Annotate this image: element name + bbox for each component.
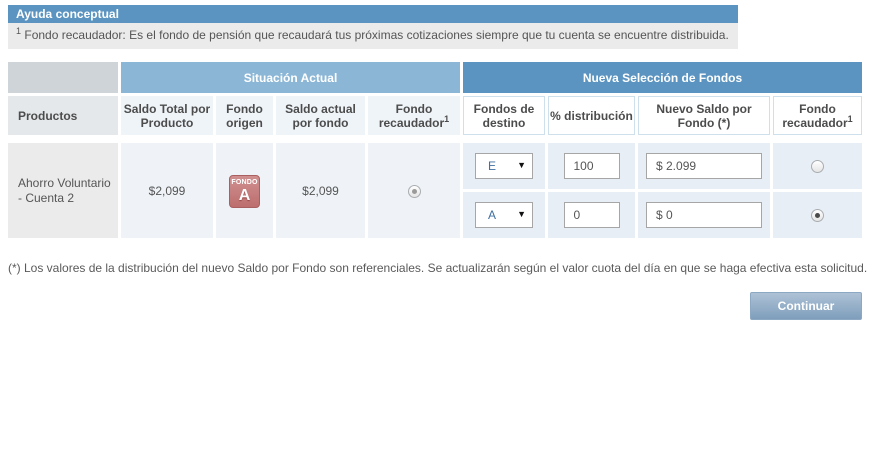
fund-selection-table: Situación Actual Nueva Selección de Fond… [5,59,865,241]
column-header-fondo-recaudador-nuevo: Fondo recaudador1 [773,96,862,135]
fund-destination-select-2[interactable]: A [475,202,533,228]
column-header-distribucion: % distribución [548,96,635,135]
table-row: A ▼ [8,192,862,238]
help-section-title-bar: Ayuda conceptual [8,5,738,23]
column-header-fondos-destino: Fondos de destino [463,96,545,135]
column-header-fondo-origen: Fondo origen [216,96,273,135]
column-header-row: Productos Saldo Total por Producto Fondo… [8,96,862,135]
spacer-row [8,138,862,140]
group-header-row: Situación Actual Nueva Selección de Fond… [8,62,862,93]
group-header-new-selection: Nueva Selección de Fondos [463,62,862,93]
fondo-destino-cell-2: A ▼ [463,192,545,238]
fund-destination-select-1[interactable]: E [475,153,533,179]
continue-button[interactable]: Continuar [750,292,862,320]
help-note-superscript: 1 [16,26,22,36]
new-balance-input-2[interactable] [646,202,762,228]
group-header-current-situation: Situación Actual [121,62,460,93]
actions-bar: Continuar [8,292,862,320]
fondo-recaudador-nuevo-radio-2[interactable] [811,209,824,223]
fondo-destino-cell-1: E ▼ [463,143,545,189]
group-header-empty-cell [8,62,118,93]
saldo-actual-value: $2,099 [276,143,365,238]
page: Ayuda conceptual 1 Fondo recaudador: Es … [5,5,868,320]
table-row: Ahorro Voluntario - Cuenta 2 $2,099 FOND… [8,143,862,238]
fondo-recaudador-nuevo-radio-1[interactable] [811,160,824,174]
saldo-total-value: $2,099 [121,143,213,238]
help-note-box: 1 Fondo recaudador: Es el fondo de pensi… [8,23,738,49]
column-header-saldo-total: Saldo Total por Producto [121,96,213,135]
distribution-percent-input-1[interactable] [563,153,620,179]
distribucion-cell-1 [548,143,635,189]
column-header-fondo-recaudador-actual: Fondo recaudador1 [368,96,460,135]
help-note-text: Fondo recaudador: Es el fondo de pensión… [24,28,729,42]
nuevo-saldo-cell-2 [638,192,770,238]
column-header-saldo-actual: Saldo actual por fondo [276,96,365,135]
distribution-percent-input-2[interactable] [563,202,620,228]
fondo-origen-cell: FONDO A [216,143,273,238]
fondo-a-badge-icon: FONDO A [229,175,260,208]
asterisk-footnote: (*) Los valores de la distribución del n… [8,261,868,275]
fondo-recaudador-actual-cell [368,143,460,238]
product-name: Ahorro Voluntario - Cuenta 2 [8,143,118,238]
distribucion-cell-2 [548,192,635,238]
fondo-recaudador-nuevo-cell-1 [773,143,862,189]
nuevo-saldo-cell-1 [638,143,770,189]
column-header-productos: Productos [8,96,118,135]
column-header-nuevo-saldo: Nuevo Saldo por Fondo (*) [638,96,770,135]
fondo-recaudador-nuevo-cell-2 [773,192,862,238]
new-balance-input-1[interactable] [646,153,762,179]
fondo-recaudador-actual-radio[interactable] [407,184,421,198]
help-title: Ayuda conceptual [16,7,119,21]
